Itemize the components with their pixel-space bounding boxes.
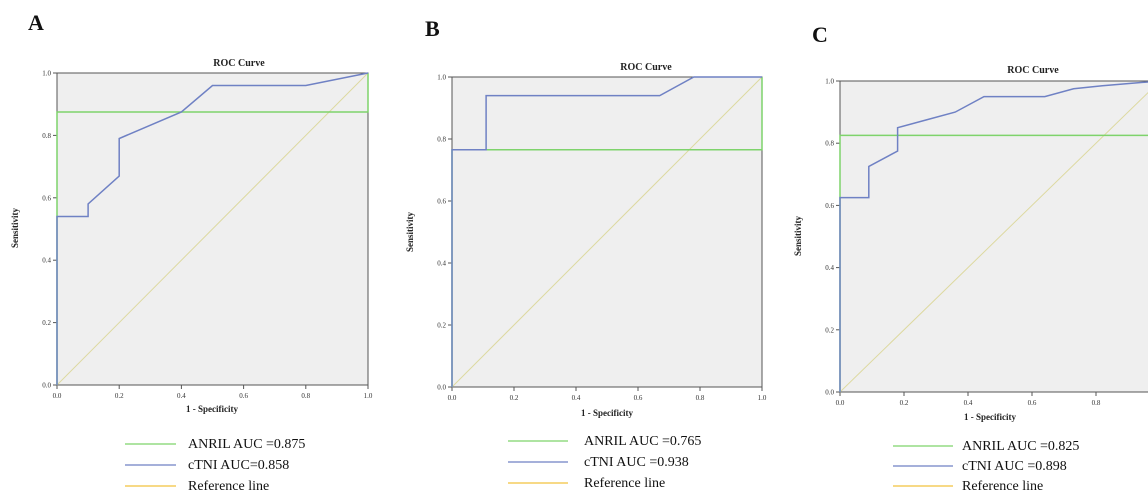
y-tick-label: 0.6: [437, 198, 446, 206]
y-axis-label: Sensitivity: [405, 212, 415, 253]
chart-panel-a: A ROC Curve 0.0 0.2 0.4 0.6 0.8 1.0 0.0 0.2 0.4 0.6…: [10, 10, 373, 494]
y-tick-label: 1.0: [437, 74, 446, 82]
x-tick-label: 0.6: [1028, 399, 1037, 407]
x-tick-label: 0.0: [53, 392, 62, 400]
y-tick-label: 0.2: [437, 322, 446, 330]
chart-panel-b: B ROC Curve 0.0 0.2 0.4 0.6 0.8 1.0 0.0 0.2 0.4 0.6…: [405, 16, 767, 491]
legend-label: ANRIL AUC =0.875: [188, 437, 305, 452]
x-axis-label: 1 - Specificity: [581, 408, 633, 418]
y-tick-label: 0.0: [825, 389, 834, 397]
series-line-reference: [839, 91, 1148, 393]
x-tick-label: 0.6: [634, 394, 643, 402]
legend-label: cTNI AUC =0.898: [962, 459, 1067, 474]
panel-label: B: [425, 16, 440, 41]
x-tick-label: 0.4: [964, 399, 973, 407]
x-tick-label: 0.2: [510, 394, 519, 402]
x-tick-label: 0.8: [696, 394, 705, 402]
legend-label: ANRIL AUC =0.825: [962, 439, 1079, 454]
x-axis-label: 1 - Specificity: [186, 404, 238, 414]
legend-label: cTNI AUC=0.858: [188, 458, 289, 473]
chart-title: ROC Curve: [213, 58, 265, 69]
x-tick-label: 0.6: [239, 392, 248, 400]
y-tick-label: 0.4: [437, 260, 446, 268]
chart-panel-c: C ROC Curve 0.0 0.2 0.4 0.6 0.8 1.0 0.0 0.2 0.4 0.6…: [793, 22, 1148, 494]
y-tick-label: 0.6: [825, 202, 834, 210]
y-tick-label: 0.0: [437, 384, 446, 392]
y-axis-label: Sensitivity: [10, 208, 20, 249]
legend-label: Reference line: [962, 479, 1043, 494]
x-tick-label: 0.0: [448, 394, 457, 402]
x-tick-label: 0.8: [1092, 399, 1101, 407]
y-tick-label: 1.0: [825, 78, 834, 86]
x-tick-label: 0.4: [572, 394, 581, 402]
series-line-ctni: [56, 72, 369, 385]
x-tick-label: 1.0: [364, 392, 373, 400]
series-line-reference: [56, 72, 369, 386]
chart-title: ROC Curve: [1007, 65, 1059, 76]
series-line-ctni: [451, 76, 762, 387]
x-tick-label: 0.2: [115, 392, 124, 400]
y-tick-label: 0.4: [825, 264, 834, 272]
x-tick-label: 0.8: [301, 392, 310, 400]
panel-label: A: [28, 10, 44, 35]
series-line-ctni: [839, 81, 1148, 392]
legend-label: cTNI AUC =0.938: [584, 455, 689, 470]
y-tick-label: 0.2: [42, 319, 51, 327]
y-tick-label: 0.0: [42, 382, 51, 390]
y-tick-label: 0.8: [42, 132, 51, 140]
legend-label: ANRIL AUC =0.765: [584, 434, 701, 449]
x-tick-label: 0.0: [836, 399, 845, 407]
legend-label: Reference line: [584, 476, 665, 491]
y-tick-label: 0.8: [437, 136, 446, 144]
y-tick-label: 0.8: [825, 140, 834, 148]
y-tick-label: 0.2: [825, 326, 834, 334]
plot-area: [839, 80, 1148, 393]
y-tick-label: 1.0: [42, 70, 51, 78]
x-tick-label: 1.0: [758, 394, 767, 402]
legend-label: Reference line: [188, 479, 269, 494]
chart-title: ROC Curve: [620, 62, 672, 73]
x-tick-label: 0.2: [900, 399, 909, 407]
x-axis-label: 1 - Specificity: [964, 412, 1016, 422]
x-tick-label: 0.4: [177, 392, 186, 400]
series-line-reference: [451, 76, 763, 388]
panel-label: C: [812, 22, 828, 47]
y-tick-label: 0.4: [42, 257, 51, 265]
y-axis-label: Sensitivity: [793, 216, 803, 257]
y-tick-label: 0.6: [42, 194, 51, 202]
